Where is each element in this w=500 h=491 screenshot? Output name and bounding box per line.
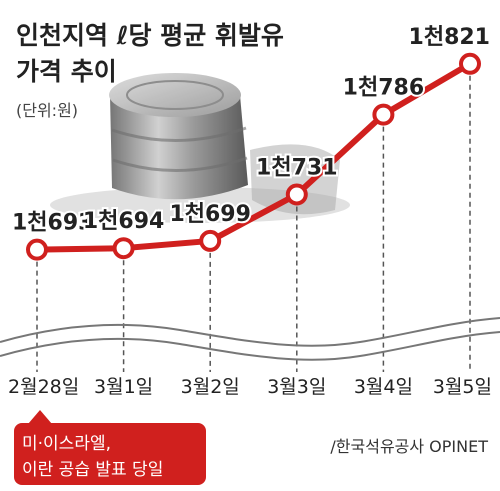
annotation-line-1: 미·이스라엘, bbox=[22, 434, 111, 454]
x-tick-label: 3월3일 bbox=[267, 376, 326, 398]
data-label: 1천731 bbox=[256, 155, 337, 180]
x-tick-label: 3월5일 bbox=[433, 376, 492, 398]
x-axis-ticks: 2월28일 3월1일 3월2일 3월3일 3월4일 3월5일 bbox=[8, 376, 492, 398]
annotation-callout: 미·이스라엘, 이란 공습 발표 당일 bbox=[14, 410, 206, 485]
chart-title-line-1: 인천지역 ℓ당 평균 휘발유 bbox=[16, 21, 284, 50]
x-tick-label: 3월2일 bbox=[181, 376, 240, 398]
data-point bbox=[199, 229, 222, 252]
chart-title-line-2: 가격 추이 bbox=[16, 57, 117, 86]
data-point bbox=[26, 238, 48, 261]
unit-label: (단위:원) bbox=[16, 101, 78, 120]
price-series bbox=[26, 52, 481, 261]
axis-break-waves bbox=[0, 317, 500, 361]
series-line bbox=[34, 60, 473, 253]
x-tick-label: 3월1일 bbox=[94, 376, 153, 398]
data-label: 1천786 bbox=[343, 76, 424, 101]
source-label: /한국석유공사 OPINET bbox=[330, 437, 488, 456]
x-tick-label: 3월4일 bbox=[354, 376, 413, 398]
data-point bbox=[459, 52, 481, 75]
data-label: 1천693 bbox=[12, 211, 93, 236]
annotation-line-2: 이란 공습 발표 당일 bbox=[22, 460, 163, 480]
data-point bbox=[372, 103, 395, 126]
data-point bbox=[285, 183, 308, 206]
data-label: 1천699 bbox=[169, 202, 250, 227]
grid-lines bbox=[36, 75, 471, 372]
data-label: 1천821 bbox=[409, 25, 490, 50]
x-tick-label: 2월28일 bbox=[8, 376, 79, 398]
data-label: 1천694 bbox=[83, 209, 164, 234]
data-point bbox=[112, 237, 135, 260]
oil-barrel-illustration bbox=[50, 73, 350, 223]
